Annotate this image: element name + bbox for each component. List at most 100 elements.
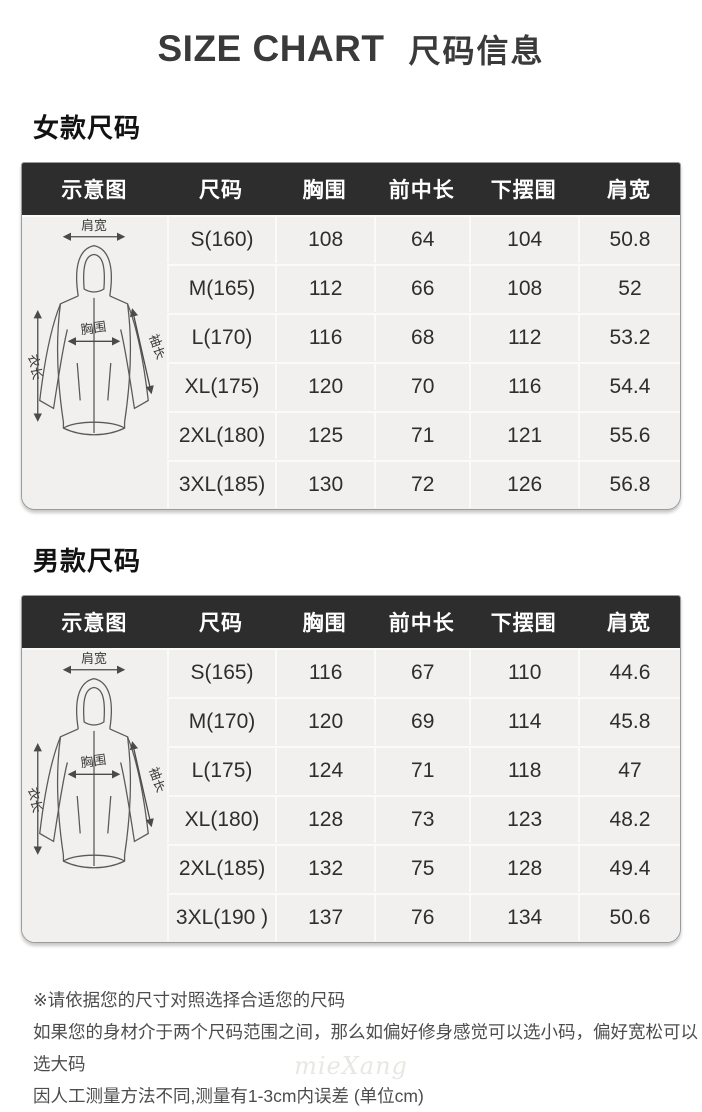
table-cell: 66 bbox=[374, 264, 470, 312]
column-header: 示意图 bbox=[22, 163, 167, 215]
table-cell: 67 bbox=[374, 648, 470, 696]
table-cell: 112 bbox=[275, 264, 374, 312]
table-cell: 50.6 bbox=[577, 893, 680, 941]
table-cell: 108 bbox=[275, 215, 374, 263]
table-cell: 3XL(185) bbox=[166, 460, 276, 508]
measure-arrows bbox=[33, 665, 155, 855]
table-cell: 132 bbox=[275, 844, 374, 892]
table-cell: 2XL(185) bbox=[166, 844, 276, 892]
page-title-zh: 尺码信息 bbox=[408, 33, 545, 69]
table-cell: 125 bbox=[275, 411, 374, 459]
table-cell: L(175) bbox=[166, 746, 276, 794]
table-cell: 48.2 bbox=[577, 795, 680, 843]
jacket-measure-diagram: 肩宽 胸围 衣长 袖长 bbox=[22, 215, 167, 509]
brand-watermark: mieXang bbox=[294, 1052, 408, 1080]
table-cell: L(170) bbox=[166, 313, 276, 361]
table-cell: 2XL(180) bbox=[166, 411, 276, 459]
section-title-men: 男款尺码 bbox=[33, 546, 142, 576]
table-cell: 52 bbox=[577, 264, 680, 312]
table-cell: M(165) bbox=[166, 264, 276, 312]
table-cell: 71 bbox=[374, 411, 470, 459]
table-cell: XL(175) bbox=[166, 362, 276, 410]
men-size-table: 示意图 尺码 胸围 前中长 下摆围 肩宽 bbox=[21, 595, 681, 943]
table-cell: 126 bbox=[469, 460, 578, 508]
table-cell: 108 bbox=[469, 264, 578, 312]
label-chest: 胸围 bbox=[80, 752, 107, 770]
jacket-diagram-svg: 肩宽 胸围 衣长 袖长 bbox=[26, 651, 164, 869]
table-cell: 124 bbox=[275, 746, 374, 794]
label-length: 衣长 bbox=[26, 353, 46, 381]
table-cell: S(160) bbox=[166, 215, 276, 263]
table-cell: M(170) bbox=[166, 697, 276, 745]
sleeve-arrow bbox=[130, 308, 155, 395]
table-cell: 110 bbox=[469, 648, 578, 696]
table-cell: 56.8 bbox=[577, 460, 680, 508]
column-header: 胸围 bbox=[275, 596, 374, 648]
table-cell: 53.2 bbox=[577, 313, 680, 361]
jacket-diagram-svg: 肩宽 胸围 衣长 袖长 bbox=[26, 218, 164, 436]
table-cell: 116 bbox=[275, 648, 374, 696]
size-notes: ※请依据您的尺寸对照选择合适您的尺码 如果您的身材介于两个尺码范围之间，那么如偏… bbox=[33, 985, 702, 1112]
table-cell: 55.6 bbox=[577, 411, 680, 459]
table-cell: 68 bbox=[374, 313, 470, 361]
note-line: 因人工测量方法不同,测量有1-3cm内误差 (单位cm) bbox=[33, 1085, 424, 1106]
column-header: 示意图 bbox=[22, 596, 167, 648]
table-cell: 114 bbox=[469, 697, 578, 745]
table-cell: 75 bbox=[374, 844, 470, 892]
table-cell: 70 bbox=[374, 362, 470, 410]
jacket-measure-diagram: 肩宽 胸围 衣长 袖长 bbox=[22, 648, 167, 942]
table-cell: 54.4 bbox=[577, 362, 680, 410]
table-cell: 3XL(190 ) bbox=[166, 893, 276, 941]
column-header: 下摆围 bbox=[469, 163, 578, 215]
table-cell: XL(180) bbox=[166, 795, 276, 843]
table-cell: 134 bbox=[469, 893, 578, 941]
table-cell: 112 bbox=[469, 313, 578, 361]
column-header: 肩宽 bbox=[577, 596, 680, 648]
column-header: 肩宽 bbox=[577, 163, 680, 215]
label-shoulder: 肩宽 bbox=[82, 651, 108, 666]
table-cell: 123 bbox=[469, 795, 578, 843]
table-cell: 118 bbox=[469, 746, 578, 794]
label-sleeve: 袖长 bbox=[146, 765, 164, 794]
note-line: ※请依据您的尺寸对照选择合适您的尺码 bbox=[33, 990, 346, 1010]
column-header: 下摆围 bbox=[469, 596, 578, 648]
table-cell: 64 bbox=[374, 215, 470, 263]
page-title: SIZE CHART 尺码信息 bbox=[0, 0, 702, 72]
table-cell: 121 bbox=[469, 411, 578, 459]
measure-arrows bbox=[33, 232, 155, 422]
column-header: 尺码 bbox=[166, 163, 276, 215]
table-cell: 44.6 bbox=[577, 648, 680, 696]
table-cell: 49.4 bbox=[577, 844, 680, 892]
label-shoulder: 肩宽 bbox=[82, 218, 108, 233]
table-cell: 47 bbox=[577, 746, 680, 794]
jacket-outline bbox=[39, 244, 150, 436]
label-length: 衣长 bbox=[26, 786, 46, 814]
table-cell: 128 bbox=[469, 844, 578, 892]
page-title-en: SIZE CHART bbox=[157, 28, 385, 69]
section-title-women: 女款尺码 bbox=[33, 113, 142, 143]
column-header: 胸围 bbox=[275, 163, 374, 215]
table-cell: 69 bbox=[374, 697, 470, 745]
note-line: 如果您的身材介于两个尺码范围之间，那么如偏好修身感觉可以选小码，偏好宽松可以选大… bbox=[33, 1021, 698, 1074]
table-cell: 116 bbox=[275, 313, 374, 361]
label-sleeve: 袖长 bbox=[146, 332, 164, 361]
table-cell: 128 bbox=[275, 795, 374, 843]
table-cell: 137 bbox=[275, 893, 374, 941]
column-header: 尺码 bbox=[166, 596, 276, 648]
table-cell: 116 bbox=[469, 362, 578, 410]
table-cell: 104 bbox=[469, 215, 578, 263]
sleeve-arrow bbox=[130, 741, 155, 828]
label-chest: 胸围 bbox=[80, 319, 107, 337]
column-header: 前中长 bbox=[374, 163, 470, 215]
table-cell: 73 bbox=[374, 795, 470, 843]
table-cell: 76 bbox=[374, 893, 470, 941]
table-cell: 45.8 bbox=[577, 697, 680, 745]
table-cell: 50.8 bbox=[577, 215, 680, 263]
table-cell: S(165) bbox=[166, 648, 276, 696]
jacket-outline bbox=[39, 677, 150, 869]
table-cell: 71 bbox=[374, 746, 470, 794]
table-cell: 120 bbox=[275, 697, 374, 745]
table-cell: 130 bbox=[275, 460, 374, 508]
table-cell: 72 bbox=[374, 460, 470, 508]
women-size-table: 示意图 尺码 胸围 前中长 下摆围 肩宽 bbox=[21, 162, 681, 510]
